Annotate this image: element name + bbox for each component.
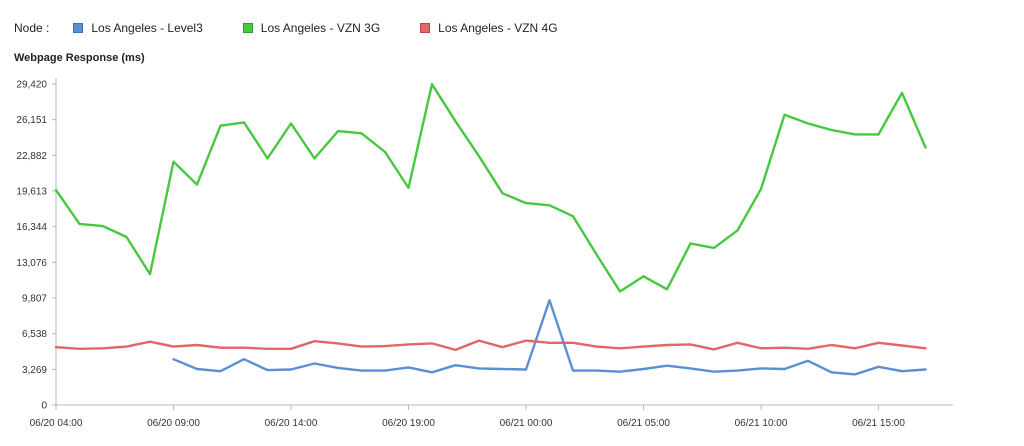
y-tick-label: 19,613 xyxy=(16,187,47,198)
x-tick-label: 06/21 15:00 xyxy=(852,418,905,429)
x-tick-label: 06/21 05:00 xyxy=(617,418,670,429)
legend-swatch-vzn-3g xyxy=(242,23,253,33)
y-tick-label: 29,420 xyxy=(16,80,47,91)
legend-label-vzn-3g: Los Angeles - VZN 3G xyxy=(260,21,381,35)
x-tick-label: 06/20 14:00 xyxy=(265,418,318,429)
y-tick-label: 13,076 xyxy=(16,258,47,269)
legend-label-vzn-4g: Los Angeles - VZN 4G xyxy=(438,21,558,35)
x-tick-label: 06/21 10:00 xyxy=(735,418,788,429)
y-tick-label: 6,538 xyxy=(22,329,47,340)
y-tick-label: 22,882 xyxy=(16,151,47,162)
chart-title: Webpage Response (ms) xyxy=(14,52,145,64)
legend-swatch-vzn-4g xyxy=(420,23,431,33)
chart-series xyxy=(54,83,927,376)
x-tick-label: 06/20 19:00 xyxy=(382,418,435,429)
legend-label-level3: Los Angeles - Level3 xyxy=(91,21,203,35)
legend-swatch-level3 xyxy=(73,23,84,33)
x-tick-label: 06/21 00:00 xyxy=(500,418,553,429)
x-tick-label: 06/20 04:00 xyxy=(30,418,83,429)
y-tick-label: 0 xyxy=(41,401,47,412)
series-line-los-angeles-vzn-3g[interactable] xyxy=(54,83,927,293)
legend-item-vzn-4g[interactable]: Los Angeles - VZN 4G xyxy=(420,21,558,35)
legend-item-vzn-3g[interactable]: Los Angeles - VZN 3G xyxy=(242,21,381,35)
chart-axes: 0 3,269 6,538 9,807 13,076 16,344 19,613 22,882… xyxy=(16,78,953,429)
y-tick-label: 16,344 xyxy=(16,222,47,233)
legend-node-label: Node : xyxy=(14,21,50,35)
y-tick-label: 3,269 xyxy=(22,365,47,376)
y-tick-label: 26,151 xyxy=(16,115,47,126)
y-tick-label: 9,807 xyxy=(22,293,47,304)
chart-legend: Node : Los Angeles - Level3 Los Angeles … xyxy=(14,18,598,38)
legend-item-level3[interactable]: Los Angeles - Level3 xyxy=(73,21,203,35)
series-line-los-angeles-level3[interactable] xyxy=(172,299,927,376)
series-line-los-angeles-vzn-4g[interactable] xyxy=(54,339,927,352)
x-tick-label: 06/20 09:00 xyxy=(147,418,200,429)
